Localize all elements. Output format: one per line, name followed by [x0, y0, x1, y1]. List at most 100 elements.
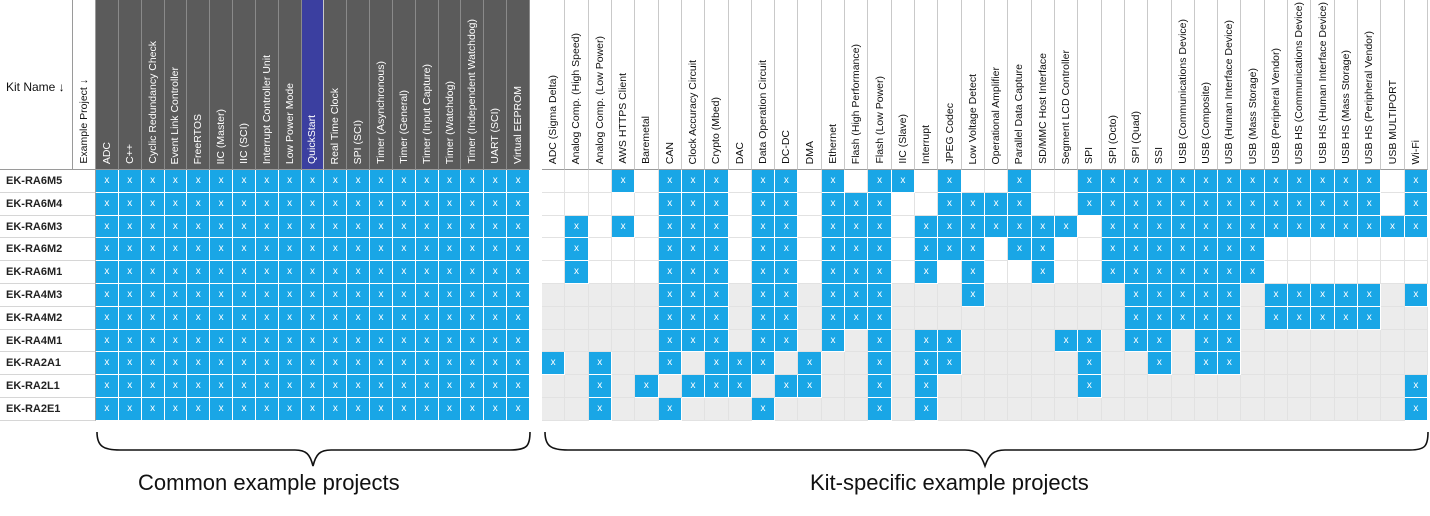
supported-mark: x	[164, 238, 188, 262]
supported-mark: x	[658, 284, 682, 307]
column-header-label: AWS HTTPS Client	[617, 73, 630, 164]
supported-mark: x	[96, 170, 119, 193]
supported-mark: x	[705, 215, 729, 239]
supported-mark: x	[370, 261, 393, 284]
supported-mark: x	[210, 261, 234, 284]
supported-mark: x	[798, 375, 822, 398]
supported-mark: x	[187, 170, 211, 193]
supported-mark: x	[347, 238, 371, 262]
empty-cell	[1288, 352, 1312, 376]
supported-mark: x	[415, 329, 439, 353]
empty-cell	[1031, 192, 1055, 216]
kit-specific-projects-brace	[544, 431, 1429, 469]
column-header-label: USB (Composite)	[1199, 82, 1212, 164]
column-header-event-link-controller: Event Link Controller	[164, 0, 188, 170]
supported-mark: x	[118, 329, 142, 353]
column-header-label: ADC	[100, 141, 113, 164]
supported-mark: x	[868, 238, 892, 262]
column-header-interrupt: Interrupt	[915, 0, 939, 170]
column-header-usb-human-interface-device: USB (Human Interface Device)	[1218, 0, 1242, 170]
supported-mark: x	[507, 306, 530, 330]
supported-mark: x	[347, 306, 371, 330]
supported-mark: x	[1148, 261, 1172, 284]
empty-cell	[1078, 284, 1102, 307]
common-projects-label: Common example projects	[138, 470, 400, 495]
empty-cell	[985, 238, 1009, 262]
supported-mark: x	[164, 261, 188, 284]
empty-cell	[1404, 306, 1428, 330]
column-header-timer-watchdog: Timer (Watchdog)	[438, 0, 462, 170]
supported-mark: x	[370, 170, 393, 193]
supported-mark: x	[278, 306, 302, 330]
empty-cell	[1311, 352, 1335, 376]
supported-mark: x	[845, 192, 869, 216]
column-header-usb-hs-human-interface-device: USB HS (Human Interface Device)	[1311, 0, 1335, 170]
empty-cell	[891, 284, 916, 307]
supported-mark: x	[1241, 238, 1265, 262]
column-header-c: C++	[118, 0, 142, 170]
supported-mark: x	[751, 352, 776, 376]
empty-cell	[542, 215, 566, 239]
column-header-analog-comp-low-power: Analog Comp. (Low Power)	[588, 0, 612, 170]
supported-mark: x	[278, 329, 302, 353]
supported-mark: x	[1241, 215, 1265, 239]
supported-mark: x	[1101, 238, 1125, 262]
empty-cell	[1008, 284, 1032, 307]
column-header-usb-multiport: USB MULTIPORT	[1381, 0, 1405, 170]
supported-mark: x	[118, 261, 142, 284]
empty-cell	[915, 170, 939, 193]
supported-mark: x	[1218, 284, 1242, 307]
supported-mark: x	[1334, 215, 1359, 239]
supported-mark: x	[1334, 170, 1359, 193]
supported-mark: x	[1171, 192, 1195, 216]
supported-mark: x	[775, 170, 799, 193]
supported-mark: x	[681, 284, 706, 307]
supported-mark: x	[324, 375, 348, 398]
supported-mark: x	[484, 329, 508, 353]
empty-cell	[1171, 398, 1195, 421]
supported-mark: x	[461, 192, 485, 216]
supported-mark: x	[1311, 192, 1335, 216]
supported-mark: x	[415, 398, 439, 421]
empty-cell	[798, 192, 822, 216]
empty-cell	[1008, 261, 1032, 284]
column-header-label: Parallel Data Capture	[1013, 63, 1026, 164]
supported-mark: x	[1358, 284, 1382, 307]
supported-mark: x	[347, 261, 371, 284]
column-header-usb-peripheral-vendor: USB (Peripheral Vendor)	[1264, 0, 1289, 170]
kit-name-header: Kit Name ↓	[0, 0, 73, 170]
supported-mark: x	[187, 284, 211, 307]
supported-mark: x	[821, 238, 846, 262]
column-header-operational-amplifier: Operational Amplifier	[985, 0, 1009, 170]
empty-cell	[1031, 306, 1055, 330]
empty-cell	[798, 398, 822, 421]
column-header-label: Crypto (Mbed)	[710, 96, 723, 164]
supported-mark: x	[868, 306, 892, 330]
supported-mark: x	[301, 238, 325, 262]
empty-cell	[611, 352, 636, 376]
empty-cell	[1054, 170, 1079, 193]
empty-cell	[611, 261, 636, 284]
supported-mark: x	[164, 192, 188, 216]
empty-cell	[1241, 375, 1265, 398]
empty-cell	[1381, 238, 1405, 262]
supported-mark: x	[1171, 238, 1195, 262]
empty-cell	[1381, 352, 1405, 376]
supported-mark: x	[484, 261, 508, 284]
column-header-label: Event Link Controller	[169, 66, 182, 164]
supported-mark: x	[484, 284, 508, 307]
empty-cell	[1031, 352, 1055, 376]
empty-cell	[588, 215, 612, 239]
empty-cell	[728, 215, 752, 239]
supported-mark: x	[1218, 238, 1242, 262]
empty-cell	[891, 306, 916, 330]
supported-mark: x	[438, 398, 462, 421]
column-header-dc-dc: DC-DC	[775, 0, 799, 170]
empty-cell	[1288, 238, 1312, 262]
supported-mark: x	[438, 238, 462, 262]
supported-mark: x	[821, 192, 846, 216]
supported-mark: x	[370, 238, 393, 262]
empty-cell	[1241, 284, 1265, 307]
supported-mark: x	[985, 215, 1009, 239]
supported-mark: x	[915, 215, 939, 239]
